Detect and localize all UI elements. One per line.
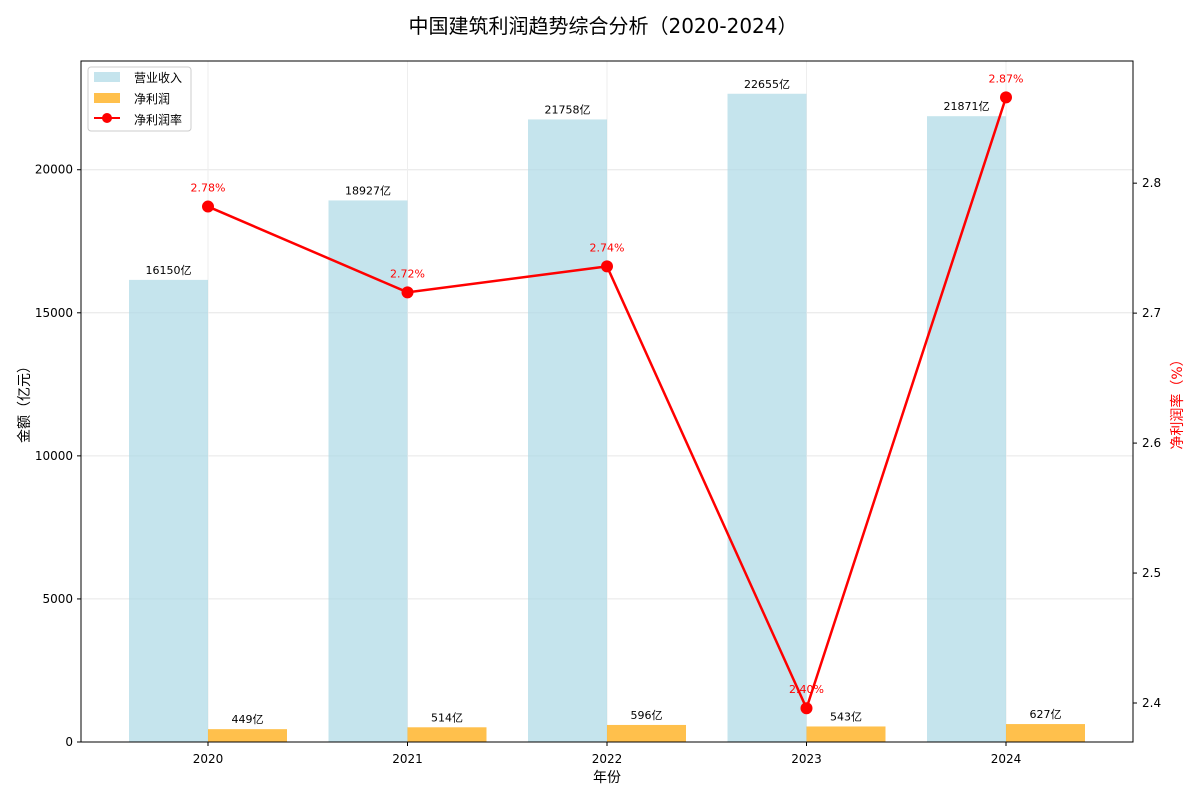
y-tick-label: 20000 xyxy=(35,163,73,177)
x-axis-label: 年份 xyxy=(593,770,621,786)
rate-point xyxy=(401,286,414,299)
y2-tick-label: 2.7 xyxy=(1142,306,1161,320)
y-tick-label: 15000 xyxy=(35,306,73,320)
y2-axis-label: 净利润率（%） xyxy=(1169,352,1186,449)
y2-axis-ticks: 2.4 2.5 2.6 2.7 2.8 xyxy=(1133,176,1161,710)
rate-label: 2.40% xyxy=(789,683,824,696)
bar-label-net-profit: 596亿 xyxy=(631,709,663,722)
bar-label-revenue: 18927亿 xyxy=(345,184,391,197)
bar-net-profit xyxy=(607,724,686,742)
bar-revenue xyxy=(129,279,208,742)
x-tick-label: 2020 xyxy=(193,752,224,766)
legend-label-rate: 净利润率 xyxy=(134,112,182,127)
y2-tick-label: 2.5 xyxy=(1142,566,1161,580)
legend-swatch-net-profit xyxy=(94,93,120,103)
x-tick-label: 2023 xyxy=(791,752,822,766)
bar-revenue xyxy=(528,119,607,743)
bar-net-profit xyxy=(1006,724,1085,742)
y-axis-ticks: 0 5000 10000 15000 20000 xyxy=(35,163,81,749)
bar-label-net-profit: 627亿 xyxy=(1030,708,1062,721)
x-tick-label: 2021 xyxy=(392,752,423,766)
bar-revenue xyxy=(927,116,1006,743)
legend-frame xyxy=(87,66,192,132)
rate-line xyxy=(202,91,1012,715)
rate-point xyxy=(601,260,613,273)
legend-label-revenue: 营业收入 xyxy=(134,71,182,85)
rate-point xyxy=(1000,91,1012,104)
x-tick-label: 2022 xyxy=(592,752,623,766)
y-tick-label: 0 xyxy=(65,735,73,749)
x-tick-label: 2024 xyxy=(991,752,1022,766)
bar-net-profit xyxy=(806,726,886,742)
bar-label-net-profit: 449亿 xyxy=(232,713,264,726)
y2-tick-label: 2.8 xyxy=(1142,176,1161,190)
y2-tick-label: 2.4 xyxy=(1142,696,1161,710)
y2-tick-label: 2.6 xyxy=(1142,436,1161,450)
bar-label-revenue: 21871亿 xyxy=(944,100,990,113)
legend-swatch-revenue xyxy=(94,72,120,82)
legend: 营业收入 净利润 净利润率 xyxy=(87,66,192,132)
x-axis-ticks: 2020 2021 2022 2023 2024 xyxy=(193,742,1022,766)
y-tick-label: 5000 xyxy=(42,592,73,606)
bar-label-revenue: 21758亿 xyxy=(545,103,591,116)
rate-point xyxy=(800,702,813,715)
rate-point xyxy=(202,200,214,213)
y-axis-label: 金额（亿元） xyxy=(17,359,33,443)
rate-label: 2.72% xyxy=(390,267,425,280)
bar-label-net-profit: 543亿 xyxy=(830,710,862,723)
bar-net-profit xyxy=(208,729,287,742)
data-labels: 16150亿 18927亿 21758亿 22655亿 21871亿 449亿 514亿 59… xyxy=(146,72,1062,726)
bar-revenue xyxy=(727,93,807,743)
bar-label-net-profit: 514亿 xyxy=(431,711,463,724)
rate-label: 2.87% xyxy=(989,72,1024,85)
bar-net-profit xyxy=(407,727,487,742)
legend-swatch-rate-marker xyxy=(102,113,112,123)
bars xyxy=(129,93,1085,743)
bar-label-revenue: 16150亿 xyxy=(146,264,192,277)
chart-title: 中国建筑利润趋势综合分析（2020-2024） xyxy=(408,14,797,38)
bar-revenue xyxy=(328,200,408,742)
rate-label: 2.78% xyxy=(191,182,226,195)
legend-label-net-profit: 净利润 xyxy=(134,92,170,106)
y-tick-label: 10000 xyxy=(35,449,73,463)
rate-label: 2.74% xyxy=(590,241,625,254)
bar-label-revenue: 22655亿 xyxy=(744,78,790,91)
